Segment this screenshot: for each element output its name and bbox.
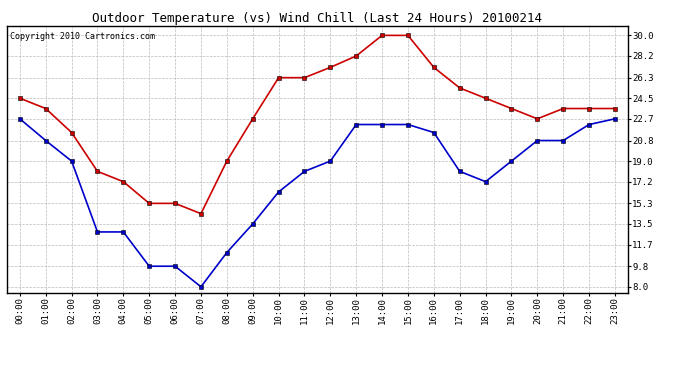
Text: Copyright 2010 Cartronics.com: Copyright 2010 Cartronics.com <box>10 32 155 40</box>
Title: Outdoor Temperature (vs) Wind Chill (Last 24 Hours) 20100214: Outdoor Temperature (vs) Wind Chill (Las… <box>92 12 542 25</box>
